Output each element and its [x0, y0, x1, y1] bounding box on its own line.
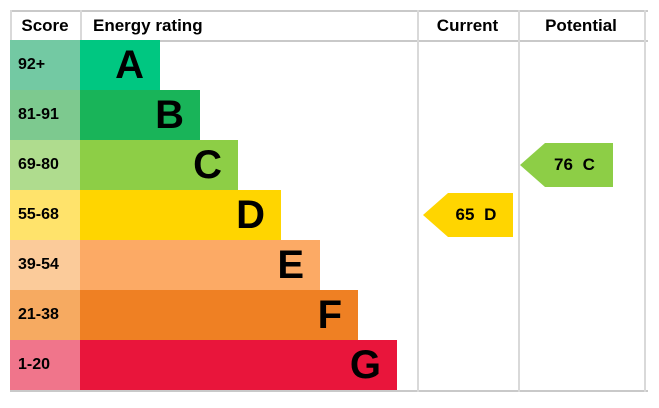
score-range-d: 55-68 — [10, 190, 80, 240]
table-top-border — [10, 10, 648, 12]
band-bar-e: E — [80, 240, 320, 290]
potential-rating-arrow: 76 C — [520, 143, 613, 187]
potential-rating-label: 76 C — [554, 155, 595, 174]
score-column-header: Score — [21, 16, 69, 35]
column-divider-left — [10, 10, 12, 40]
header-bottom-border — [10, 40, 648, 42]
band-row-f: 21-38 F — [10, 290, 358, 340]
band-bar-d: D — [80, 190, 281, 240]
current-column-header: Current — [436, 16, 499, 35]
current-rating-label: 65 D — [455, 205, 497, 224]
score-range-f: 21-38 — [10, 290, 80, 340]
energy-rating-column-header: Energy rating — [93, 16, 203, 35]
score-range-e: 39-54 — [10, 240, 80, 290]
column-divider-right — [644, 10, 646, 392]
band-row-c: 69-80 C — [10, 140, 238, 190]
table-bottom-border — [10, 390, 648, 392]
band-bar-b: B — [80, 90, 200, 140]
band-row-a: 92+ A — [10, 40, 160, 90]
score-range-b: 81-91 — [10, 90, 80, 140]
band-bar-a: A — [80, 40, 160, 90]
band-row-e: 39-54 E — [10, 240, 320, 290]
band-bar-c: C — [80, 140, 238, 190]
score-range-a: 92+ — [10, 40, 80, 90]
band-bar-f: F — [80, 290, 358, 340]
potential-column-header: Potential — [545, 16, 617, 35]
current-rating-arrow: 65 D — [423, 193, 513, 237]
score-range-c: 69-80 — [10, 140, 80, 190]
column-divider-current — [417, 10, 419, 392]
score-range-g: 1-20 — [10, 340, 80, 390]
band-bar-g: G — [80, 340, 397, 390]
band-row-b: 81-91 B — [10, 90, 200, 140]
band-row-g: 1-20 G — [10, 340, 397, 390]
column-divider-potential — [518, 10, 520, 392]
band-row-d: 55-68 D — [10, 190, 281, 240]
column-divider-score — [80, 10, 82, 40]
